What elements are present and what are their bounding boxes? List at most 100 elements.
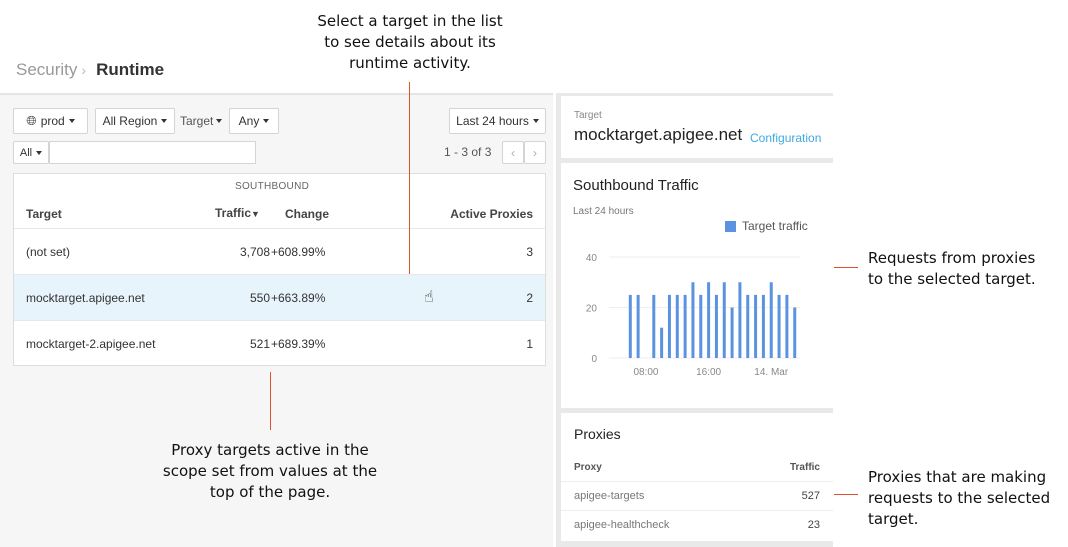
proxies-card: Proxies Proxy Traffic apigee-targets 527 … bbox=[560, 413, 833, 541]
annotation-bottom: Proxy targets active in the scope set fro… bbox=[150, 440, 390, 503]
target-detail-header: Target mocktarget.apigee.net Configurati… bbox=[560, 96, 833, 158]
legend-label: Target traffic bbox=[742, 219, 808, 233]
col-traffic-label: Traffic bbox=[215, 206, 252, 220]
bar bbox=[707, 282, 711, 358]
caret-down-icon bbox=[161, 119, 168, 123]
note-line: scope set from values at the bbox=[162, 462, 378, 480]
cell-target: mocktarget-2.apigee.net bbox=[26, 337, 156, 351]
bar bbox=[761, 294, 765, 358]
note-line: Select a target in the list bbox=[317, 12, 503, 30]
cell-proxy: apigee-healthcheck bbox=[574, 519, 670, 531]
search-input[interactable] bbox=[49, 141, 256, 164]
target-filter-label[interactable]: Target bbox=[180, 114, 223, 128]
chart-subtitle: Last 24 hours bbox=[573, 206, 634, 217]
proxy-row[interactable]: apigee-healthcheck 23 bbox=[561, 510, 833, 539]
cell-proxy: apigee-targets bbox=[574, 490, 645, 502]
note-line: to see details about its bbox=[324, 33, 496, 51]
x-tick-label: 16:00 bbox=[696, 367, 721, 378]
bar bbox=[754, 294, 758, 358]
chart-legend[interactable]: Target traffic bbox=[725, 219, 808, 233]
breadcrumb: Security › Runtime bbox=[16, 60, 164, 80]
bar bbox=[722, 282, 726, 358]
x-tick-label: 08:00 bbox=[633, 367, 658, 378]
table-row[interactable]: (not set) 3,708 +608.99% 3 bbox=[14, 228, 545, 274]
callout-line bbox=[834, 267, 858, 268]
x-tick-label: 14. Mar bbox=[754, 367, 789, 378]
bar bbox=[699, 294, 703, 358]
cell-active-proxies: 2 bbox=[526, 291, 533, 305]
time-range-value: Last 24 hours bbox=[456, 114, 529, 128]
bar bbox=[746, 294, 750, 358]
annotation-chart: Requests from proxies to the selected tar… bbox=[868, 248, 1036, 290]
note-line: Proxies that are making bbox=[868, 468, 1047, 486]
target-label: Target bbox=[180, 114, 214, 128]
caret-down-icon bbox=[68, 119, 75, 123]
col-proxy-traffic: Traffic bbox=[789, 462, 820, 473]
cell-active-proxies: 3 bbox=[526, 245, 533, 259]
cell-change: +608.99% bbox=[271, 245, 326, 259]
callout-line bbox=[270, 372, 271, 430]
bar bbox=[730, 307, 734, 358]
bar bbox=[785, 294, 789, 358]
bar bbox=[738, 282, 742, 358]
bar bbox=[714, 294, 718, 358]
note-line: to the selected target. bbox=[868, 270, 1036, 288]
y-tick-label: 20 bbox=[586, 304, 598, 315]
traffic-chart-card: Southbound Traffic Last 24 hours Target … bbox=[560, 163, 833, 408]
bar bbox=[683, 294, 687, 358]
bar bbox=[667, 294, 671, 358]
search-scope-dropdown[interactable]: All bbox=[13, 141, 49, 164]
annotation-proxies: Proxies that are making requests to the s… bbox=[868, 467, 1050, 530]
region-value: All Region bbox=[102, 114, 158, 128]
traffic-bar-chart: 0 20 40 08:00 16:00 14. Mar bbox=[586, 253, 800, 378]
cell-traffic: 23 bbox=[807, 519, 820, 531]
env-value: prod bbox=[40, 114, 65, 128]
cell-target: (not set) bbox=[26, 245, 71, 259]
sort-desc-icon: ▼ bbox=[251, 209, 260, 219]
detail-label: Target bbox=[574, 110, 602, 121]
legend-swatch bbox=[725, 220, 736, 232]
caret-down-icon bbox=[36, 150, 43, 155]
callout-line bbox=[409, 82, 410, 274]
col-traffic[interactable]: Traffic▼ bbox=[215, 206, 260, 220]
bar bbox=[636, 294, 640, 358]
search-scope-value: All bbox=[19, 146, 33, 159]
caret-down-icon bbox=[263, 119, 270, 123]
caret-down-icon bbox=[532, 119, 539, 123]
col-active-proxies[interactable]: Active Proxies bbox=[450, 207, 533, 221]
cell-traffic: 3,708 bbox=[239, 245, 270, 259]
col-change[interactable]: Change bbox=[285, 207, 330, 221]
col-target[interactable]: Target bbox=[26, 207, 62, 221]
globe-icon: 🌐︎ bbox=[26, 113, 37, 128]
proxy-row[interactable]: apigee-targets 527 bbox=[561, 481, 833, 510]
bar bbox=[793, 307, 797, 358]
cell-traffic: 521 bbox=[249, 337, 270, 351]
cell-traffic: 527 bbox=[801, 490, 820, 502]
detail-target-name: mocktarget.apigee.net bbox=[574, 125, 743, 144]
table-row[interactable]: mocktarget-2.apigee.net 521 +689.39% 1 bbox=[14, 320, 545, 366]
hand-cursor-icon: ☝︎ bbox=[424, 289, 434, 306]
breadcrumb-parent[interactable]: Security bbox=[16, 60, 78, 79]
bar bbox=[769, 282, 773, 358]
note-line: Requests from proxies bbox=[868, 249, 1036, 267]
bar bbox=[675, 294, 679, 358]
target-value-dropdown[interactable]: Any bbox=[229, 108, 279, 134]
note-line: runtime activity. bbox=[349, 54, 471, 72]
time-range-dropdown[interactable]: Last 24 hours bbox=[449, 108, 546, 134]
configuration-link[interactable]: Configuration bbox=[750, 131, 822, 145]
prev-page-button[interactable]: ‹ bbox=[502, 141, 524, 164]
note-line: target. bbox=[868, 510, 919, 528]
annotation-top: Select a target in the list to see detail… bbox=[300, 11, 520, 74]
bar bbox=[628, 294, 632, 358]
col-proxy: Proxy bbox=[574, 462, 602, 473]
env-dropdown[interactable]: 🌐︎ prod bbox=[13, 108, 88, 134]
y-tick-label: 40 bbox=[586, 253, 598, 264]
bar bbox=[777, 294, 781, 358]
target-value: Any bbox=[238, 114, 260, 128]
region-dropdown[interactable]: All Region bbox=[95, 108, 175, 134]
cell-traffic: 550 bbox=[249, 291, 270, 305]
next-page-button[interactable]: › bbox=[524, 141, 546, 164]
page-title: Runtime bbox=[96, 60, 165, 79]
cell-target: mocktarget.apigee.net bbox=[26, 291, 145, 305]
table-row-selected[interactable]: mocktarget.apigee.net 550 +663.89% ☝︎ 2 bbox=[14, 274, 545, 320]
